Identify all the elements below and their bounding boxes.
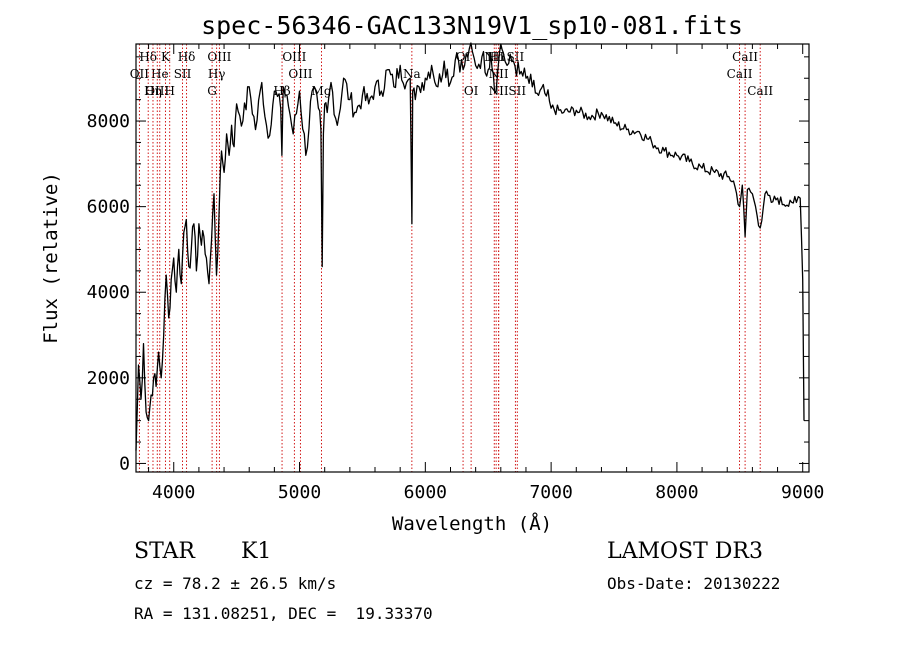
line-label: OII xyxy=(130,67,150,81)
line-label: K xyxy=(161,50,171,64)
y-tick-label: 4000 xyxy=(87,282,130,303)
object-subclass: K1 xyxy=(241,539,272,564)
x-tick-label: 4000 xyxy=(152,482,195,503)
line-label: Hγ xyxy=(208,67,226,81)
x-tick-label: 6000 xyxy=(404,482,447,503)
y-tick-label: 6000 xyxy=(87,197,130,218)
line-label: CaII xyxy=(747,84,773,98)
spectrum-chart: spec-56346-GAC133N19V1_sp10-081.fits Hδ O… xyxy=(40,11,824,535)
line-label: Hβ xyxy=(273,84,290,98)
chart-title: spec-56346-GAC133N19V1_sp10-081.fits xyxy=(201,11,743,40)
line-label: SII xyxy=(174,67,192,81)
line-label: OIII xyxy=(288,67,312,81)
x-tick-label: 7000 xyxy=(529,482,572,503)
line-label: OI xyxy=(456,50,471,64)
line-label: Hδ xyxy=(178,50,196,64)
x-tick-label: 8000 xyxy=(655,482,698,503)
y-tick-label: 0 xyxy=(119,453,130,474)
line-label: Hδ xyxy=(139,50,157,64)
line-label: CaII xyxy=(727,67,753,81)
line-label: OIII xyxy=(145,84,169,98)
line-label: SII xyxy=(508,84,526,98)
axis-ticks: 4000 5000 6000 7000 8000 9000 0 2000 4000 6000 800… xyxy=(87,44,824,503)
line-label: OIII xyxy=(282,50,306,64)
flux-series-line xyxy=(135,42,805,451)
line-label: H xyxy=(164,84,174,98)
y-axis-label: Flux (relative) xyxy=(40,172,62,344)
x-tick-label: 5000 xyxy=(278,482,321,503)
plot-frame xyxy=(135,43,810,473)
object-class: STAR xyxy=(134,539,195,564)
observation-date: Obs-Date: 20130222 xyxy=(607,574,781,593)
line-label: OI xyxy=(464,84,479,98)
y-tick-label: 2000 xyxy=(87,368,130,389)
line-label: He xyxy=(151,67,169,81)
line-label: Na xyxy=(403,67,421,81)
survey-name: LAMOST DR3 xyxy=(607,539,763,564)
line-label: NII xyxy=(489,84,509,98)
line-label: CaII xyxy=(732,50,758,64)
line-label: OIII xyxy=(207,50,231,64)
y-tick-label: 8000 xyxy=(87,111,130,132)
x-axis-label: Wavelength (Å) xyxy=(392,512,552,535)
x-tick-label: 9000 xyxy=(781,482,824,503)
redshift-velocity: cz = 78.2 ± 26.5 km/s xyxy=(134,574,337,593)
coordinates: RA = 131.08251, DEC = 19.33370 xyxy=(134,604,433,623)
line-label: Hη xyxy=(144,84,162,98)
line-label: G xyxy=(207,84,217,98)
